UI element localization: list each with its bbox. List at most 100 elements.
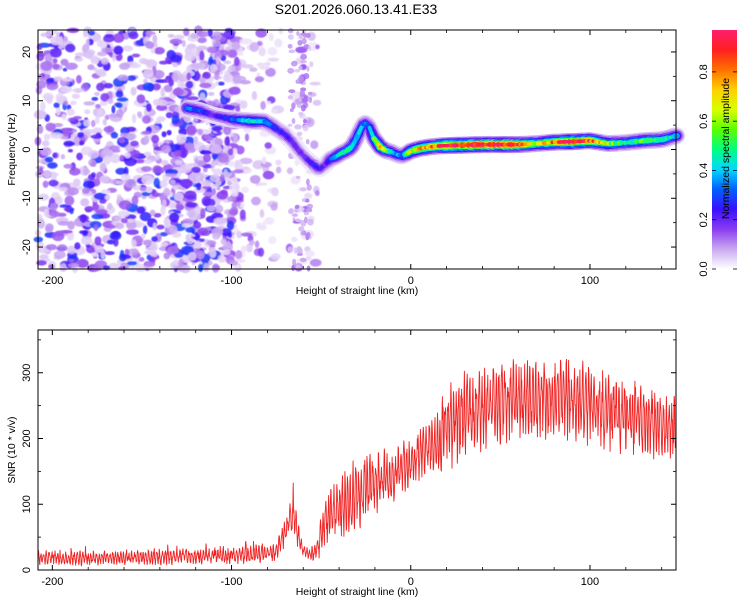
spectrogram-noise-cell	[53, 250, 66, 259]
spectrogram-noise-cell	[193, 221, 202, 229]
spectrogram-noise-cell	[306, 184, 312, 191]
spectrogram-noise-cell	[249, 42, 259, 52]
spectrogram-noise-cell	[119, 253, 127, 262]
spectrogram-noise-cell	[67, 148, 73, 153]
spectrogram-noise-cell	[288, 89, 296, 94]
spectrogram-noise-cell	[127, 261, 137, 266]
spectrogram-noise-cell	[87, 64, 95, 71]
spectrogram-noise-cell	[136, 94, 146, 104]
spectrogram-noise-cell	[67, 262, 80, 268]
spectrogram-noise-cell	[200, 150, 212, 155]
spectrogram-noise-cell	[172, 88, 184, 96]
spectrogram-noise-cell	[287, 95, 293, 100]
spectrogram-noise-cell	[300, 53, 307, 60]
spectrogram-noise-cell	[69, 167, 81, 176]
spectrogram-noise-cell	[65, 43, 76, 53]
spectrogram-noise-cell	[50, 48, 62, 58]
spectrogram-noise-cell	[235, 201, 241, 207]
spectrogram-noise-cell	[200, 129, 211, 135]
spectrogram-noise-cell	[62, 67, 68, 72]
spectrogram-noise-cell	[142, 82, 154, 91]
spectrogram-noise-cell	[108, 113, 119, 118]
spectrogram-noise-cell	[175, 202, 184, 211]
spectrogram-noise-cell	[219, 174, 225, 183]
spectrogram-noise-cell	[287, 43, 293, 49]
spectrogram-noise-cell	[61, 77, 74, 82]
spectrogram-noise-cell	[143, 159, 153, 165]
spectrogram-noise-cell	[315, 44, 320, 50]
spectrogram-noise-cell	[223, 249, 231, 256]
spectrogram-noise-cell	[113, 231, 119, 236]
spectrogram-noise-cell	[111, 149, 121, 153]
spectrogram-noise-cell	[113, 45, 124, 55]
spectrogram-noise-cell	[299, 187, 307, 192]
spectrogram-noise-cell	[165, 112, 173, 119]
snr-y-tick-label: 200	[21, 429, 33, 447]
spectrogram-noise-cell	[174, 150, 182, 157]
spectrogram-noise-cell	[294, 124, 302, 130]
spectrogram-noise-cell	[303, 73, 310, 80]
spectrogram-noise-cell	[120, 218, 129, 224]
spectrogram-noise-cell	[233, 264, 241, 270]
spectrogram-noise-cell	[115, 180, 126, 186]
spectrogram-noise-cell	[171, 72, 179, 82]
spectrogram-noise-cell	[100, 93, 110, 102]
spectrogram-noise-cell	[131, 195, 139, 206]
spectrogram-noise-cell	[293, 247, 298, 254]
spectrogram-noise-cell	[218, 81, 225, 86]
spectrogram-noise-cell	[240, 245, 248, 253]
spectrogram-noise-cell	[212, 40, 221, 48]
spectrogram-noise-cell	[223, 60, 232, 65]
spectrogram-noise-cell	[239, 80, 251, 85]
spectrogram-noise-cell	[59, 262, 67, 272]
snr-y-tick-label: 0	[21, 567, 33, 573]
spectrogram-noise-cell	[228, 49, 237, 58]
spectrogram-noise-cell	[241, 64, 254, 69]
spectrogram-noise-cell	[141, 174, 154, 185]
spectrogram-noise-cell	[131, 53, 141, 58]
spectrogram-noise-cell	[146, 103, 152, 112]
spectrogram-noise-cell	[100, 149, 113, 159]
spectrogram-noise-cell	[300, 231, 305, 236]
spectrogram-noise-cell	[176, 133, 187, 144]
spectrogram-noise-cell	[143, 151, 152, 157]
spectrogram-noise-cell	[223, 105, 236, 110]
spectrogram-noise-cell	[296, 31, 300, 36]
spectrogram-noise-cell	[72, 178, 81, 187]
spectrogram-noise-cell	[97, 51, 107, 57]
spectrogram-noise-cell	[310, 140, 319, 150]
spectrogram-noise-cell	[244, 133, 250, 142]
spectrogram-noise-cell	[303, 211, 309, 216]
spectrogram-noise-cell	[121, 173, 131, 182]
spectrogram-noise-cell	[197, 227, 209, 236]
spectrogram-noise-cell	[143, 78, 148, 84]
snr-x-tick-label: -200	[41, 576, 63, 588]
spectrogram-noise-cell	[294, 68, 301, 73]
spectrogram-noise-cell	[57, 221, 71, 226]
snr-y-tick-label: 300	[21, 364, 33, 382]
spectrogram-noise-cell	[117, 210, 130, 218]
spectrogram-noise-cell	[99, 175, 110, 184]
spectrogram-noise-cell	[194, 175, 204, 182]
spectrogram-noise-cell	[124, 248, 130, 257]
spectrogram-noise-cell	[49, 132, 63, 139]
spectrogram-noise-cell	[100, 57, 109, 65]
spectrogram-noise-cell	[258, 47, 266, 57]
spectrogram-noise-cell	[149, 209, 156, 217]
spectrogram-noise-cell	[153, 213, 162, 218]
spectrogram-noise-cell	[46, 97, 53, 104]
spectrogram-noise-cell	[173, 34, 185, 40]
spectrogram-noise-cell	[41, 140, 50, 147]
spectrogram-noise-cell	[309, 258, 322, 267]
spectrogram-noise-cell	[213, 168, 223, 176]
spectrogram-noise-cell	[297, 40, 303, 46]
spectrogram-noise-cell	[223, 73, 233, 83]
spectrogram-noise-cell	[196, 250, 205, 260]
spectrogram-noise-cell	[192, 240, 202, 249]
spectrogram-noise-cell	[273, 189, 279, 197]
spectrogram-noise-cell	[198, 264, 204, 273]
spectrogram-noise-cell	[210, 183, 219, 189]
spectrogram-noise-cell	[291, 60, 298, 67]
